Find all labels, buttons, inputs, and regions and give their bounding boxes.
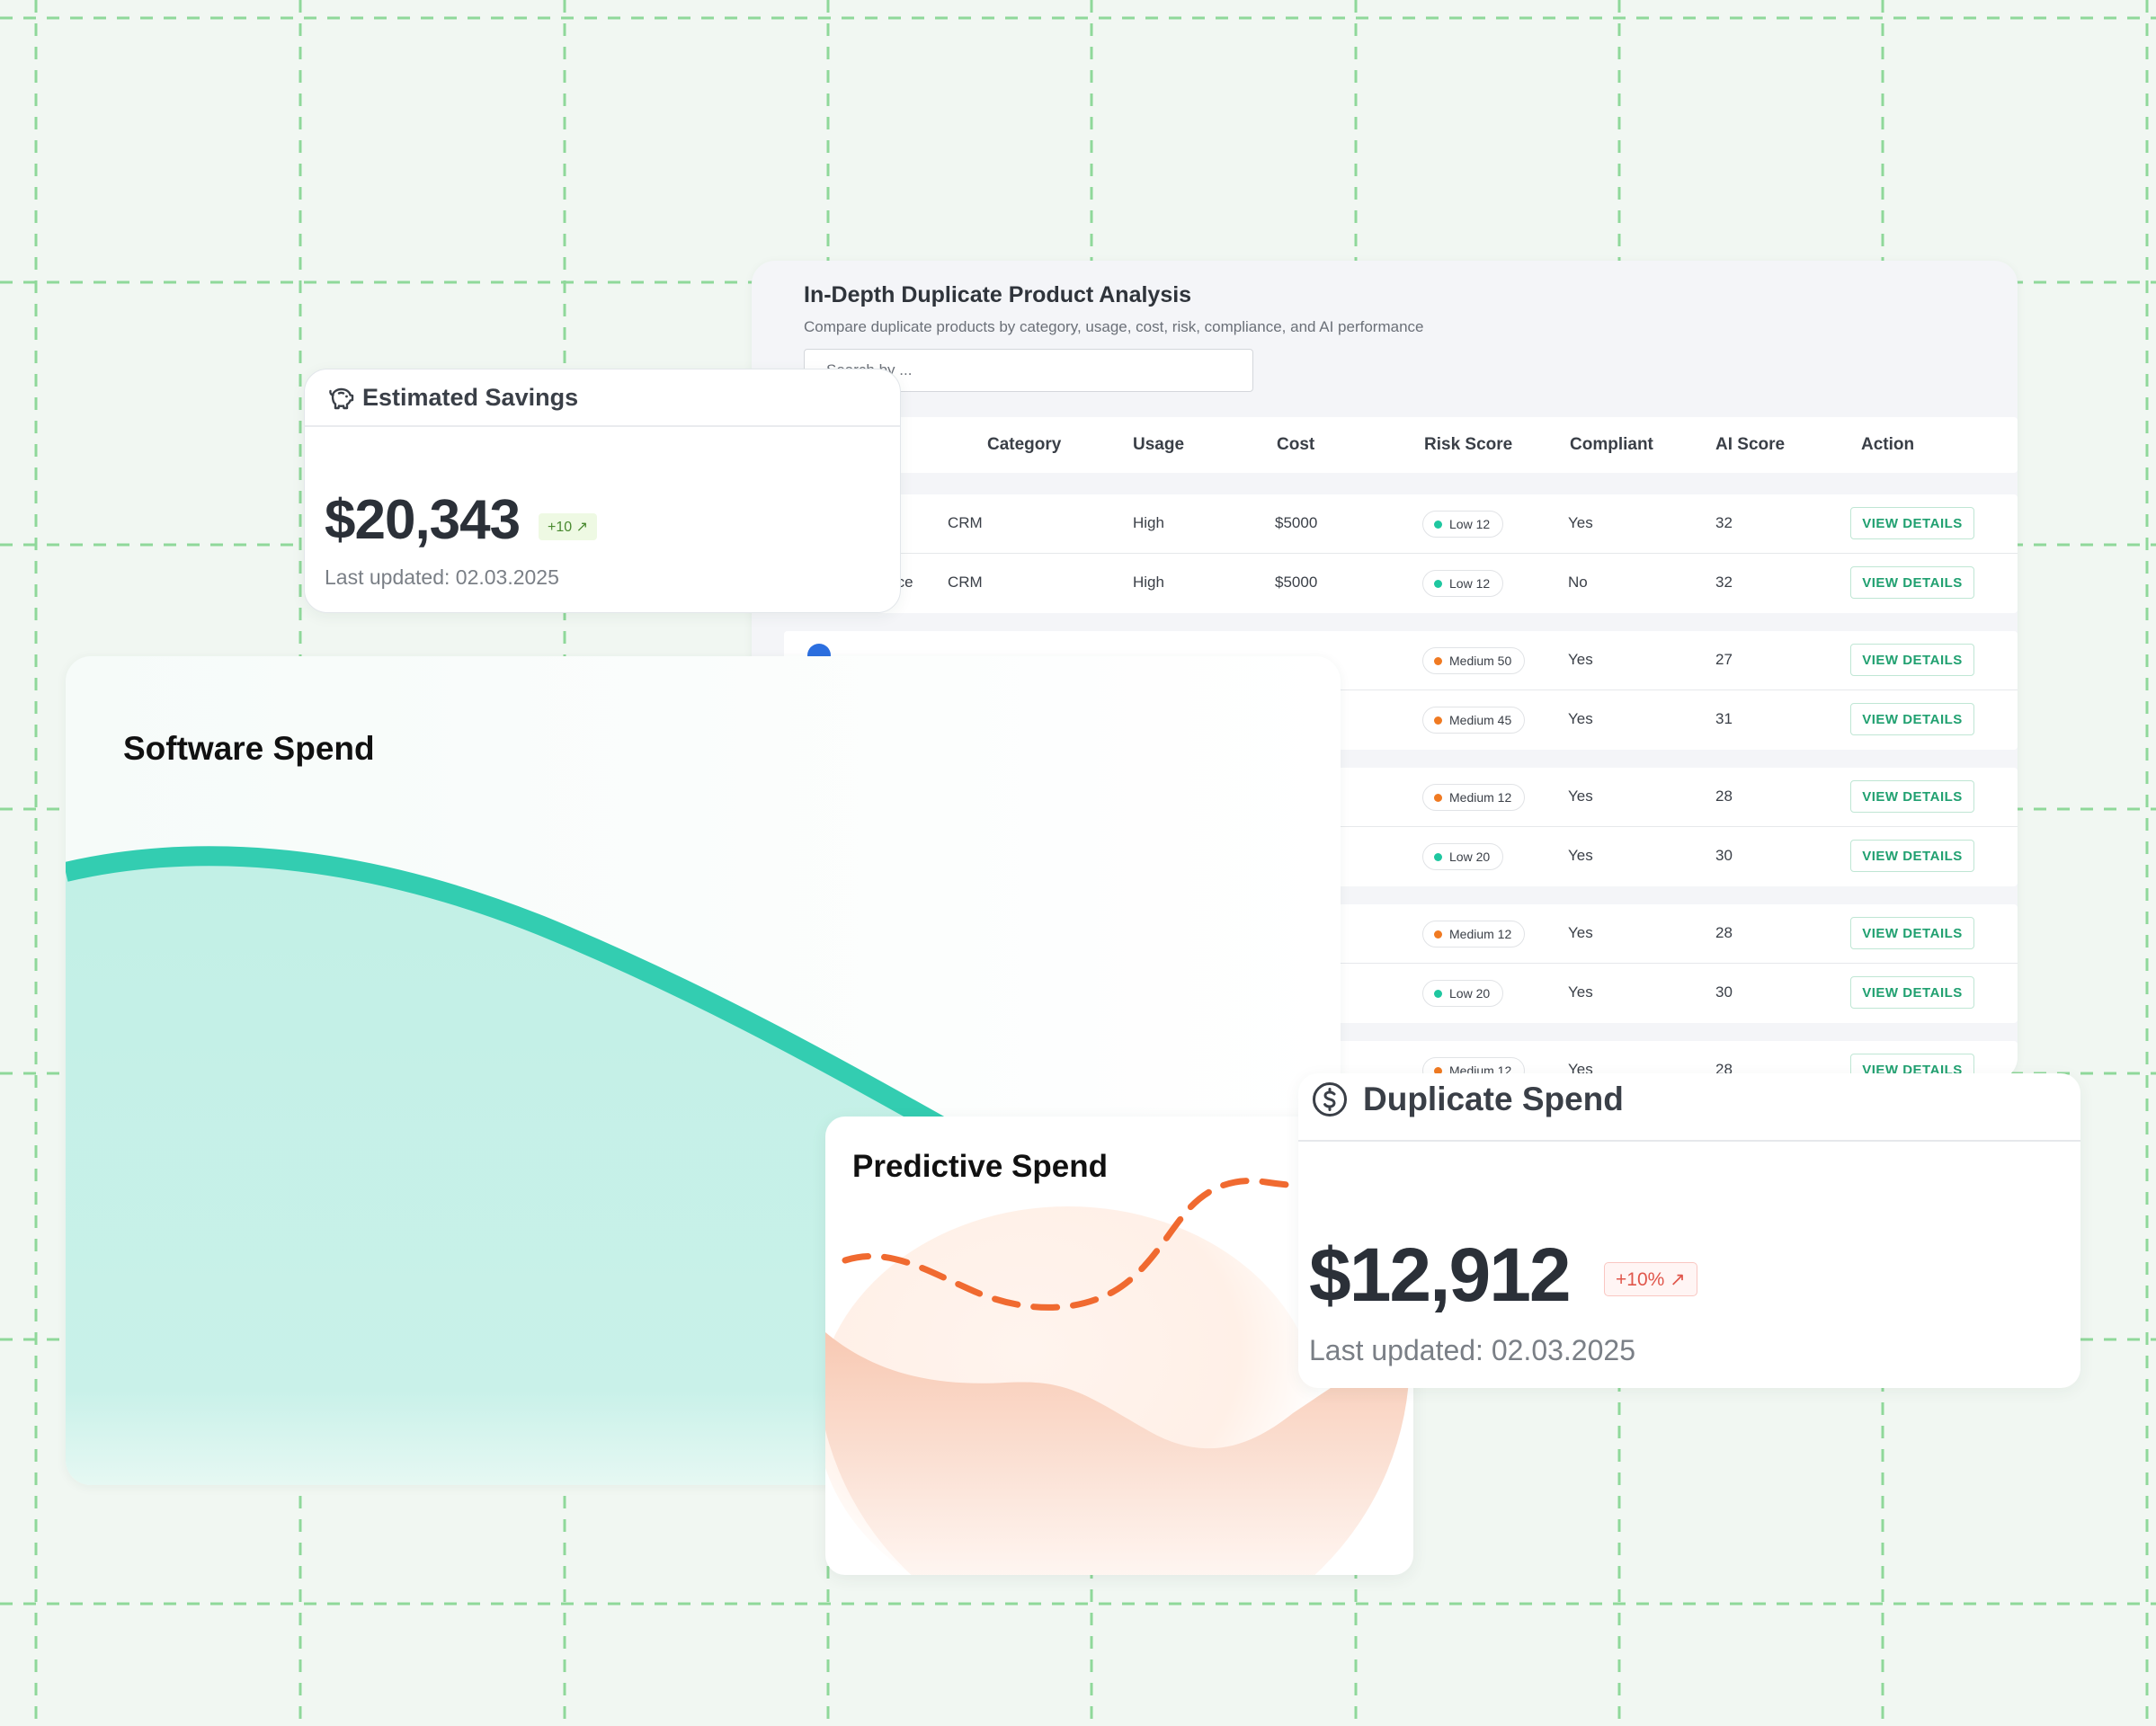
table-row: Medium 12 Yes 28 VIEW DETAILS xyxy=(784,768,2018,827)
software-spend-area xyxy=(66,856,1001,1485)
ai-score-cell: 27 xyxy=(1715,651,1733,668)
ai-score-cell: 32 xyxy=(1715,574,1733,591)
dollar-circle-icon xyxy=(1313,1082,1347,1117)
risk-score-badge: Low 12 xyxy=(1422,511,1504,538)
table-row: Medium 12 Yes 28 VIEW DETAILS xyxy=(784,904,2018,964)
view-details-button[interactable]: VIEW DETAILS xyxy=(1850,644,1974,676)
table-row: rce CRM High $5000 Low 12 No 32 VIEW DET… xyxy=(784,554,2018,613)
table-row: Medium 50 Yes 27 VIEW DETAILS xyxy=(784,631,2018,690)
column-header-compliant[interactable]: Compliant xyxy=(1570,435,1653,454)
risk-score-label: Medium 45 xyxy=(1449,713,1512,727)
estimated-savings-card: Estimated Savings $20,343 +10 ↗ Last upd… xyxy=(304,369,901,613)
compliant-cell: No xyxy=(1568,574,1588,591)
risk-medium-dot-icon xyxy=(1434,1066,1442,1075)
savings-change-badge: +10 ↗ xyxy=(539,513,597,540)
risk-score-label: Low 20 xyxy=(1449,850,1491,864)
risk-low-dot-icon xyxy=(1434,989,1442,998)
column-header-cost[interactable]: Cost xyxy=(1277,435,1315,454)
risk-medium-dot-icon xyxy=(1434,793,1442,802)
risk-medium-dot-icon xyxy=(1434,656,1442,665)
table-row: t CRM High $5000 Low 12 Yes 32 VIEW DETA… xyxy=(784,494,2018,554)
duplicate-last-updated: Last updated: 02.03.2025 xyxy=(1309,1334,1635,1366)
risk-score-label: Medium 12 xyxy=(1449,927,1512,941)
category-cell: CRM xyxy=(948,514,983,531)
predictive-spend-line xyxy=(842,1178,1314,1311)
view-details-button[interactable]: VIEW DETAILS xyxy=(1850,507,1974,539)
table-row-group: t CRM High $5000 Low 12 Yes 32 VIEW DETA… xyxy=(784,494,2018,613)
view-details-button[interactable]: VIEW DETAILS xyxy=(1850,976,1974,1009)
cost-cell: $5000 xyxy=(1275,574,1318,591)
risk-score-badge: Low 12 xyxy=(1422,570,1504,597)
risk-score-label: Low 12 xyxy=(1449,576,1491,591)
risk-low-dot-icon xyxy=(1434,579,1442,588)
ai-score-cell: 28 xyxy=(1715,924,1733,941)
risk-score-label: Low 20 xyxy=(1449,986,1491,1001)
savings-card-title: Estimated Savings xyxy=(362,384,579,411)
risk-medium-dot-icon xyxy=(1434,716,1442,725)
predictive-spend-area xyxy=(825,1332,1410,1575)
column-header-ai-score[interactable]: AI Score xyxy=(1715,435,1786,454)
risk-score-label: Medium 12 xyxy=(1449,790,1512,805)
ai-score-cell: 28 xyxy=(1715,787,1733,805)
compliant-cell: Yes xyxy=(1568,983,1593,1001)
duplicate-card-title: Duplicate Spend xyxy=(1363,1081,1624,1117)
risk-medium-dot-icon xyxy=(1434,930,1442,939)
column-header-category[interactable]: Category xyxy=(987,435,1062,454)
column-header-action: Action xyxy=(1861,435,1915,454)
compliant-cell: Yes xyxy=(1568,514,1593,531)
duplicate-change-badge: +10% ↗ xyxy=(1604,1262,1697,1296)
ai-score-cell: 30 xyxy=(1715,847,1733,864)
predictive-spend-chart xyxy=(825,1178,1410,1575)
duplicate-amount: $12,912 xyxy=(1309,1232,1572,1317)
risk-low-dot-icon xyxy=(1434,520,1442,529)
table-header: Category Usage Cost Risk Score Compliant… xyxy=(784,417,2018,473)
savings-card-header: Estimated Savings xyxy=(305,369,900,427)
view-details-button[interactable]: VIEW DETAILS xyxy=(1850,566,1974,599)
compliant-cell: Yes xyxy=(1568,847,1593,864)
compliant-cell: Yes xyxy=(1568,710,1593,727)
risk-score-badge: Medium 50 xyxy=(1422,647,1526,674)
risk-score-badge: Medium 12 xyxy=(1422,784,1526,811)
compliant-cell: Yes xyxy=(1568,924,1593,941)
table-row: Low 20 Yes 30 VIEW DETAILS xyxy=(784,964,2018,1023)
analysis-title: In-Depth Duplicate Product Analysis xyxy=(804,282,1192,307)
predictive-spend-card: Predictive Spend xyxy=(825,1117,1413,1575)
view-details-button[interactable]: VIEW DETAILS xyxy=(1850,840,1974,872)
piggy-bank-icon xyxy=(329,387,354,410)
compliant-cell: Yes xyxy=(1568,651,1593,668)
view-details-button[interactable]: VIEW DETAILS xyxy=(1850,917,1974,949)
ai-score-cell: 30 xyxy=(1715,983,1733,1001)
risk-score-badge: Low 20 xyxy=(1422,980,1504,1007)
risk-score-badge: Medium 45 xyxy=(1422,707,1526,734)
compliant-cell: Yes xyxy=(1568,787,1593,805)
predictive-spend-title: Predictive Spend xyxy=(852,1149,1108,1184)
software-spend-line xyxy=(66,846,1006,1169)
risk-score-label: Low 12 xyxy=(1449,517,1491,531)
ai-score-cell: 31 xyxy=(1715,710,1733,727)
column-header-risk-score[interactable]: Risk Score xyxy=(1424,435,1513,454)
category-cell: CRM xyxy=(948,574,983,591)
table-row: Low 20 Yes 30 VIEW DETAILS xyxy=(784,827,2018,886)
view-details-button[interactable]: VIEW DETAILS xyxy=(1850,703,1974,735)
risk-score-badge: Medium 12 xyxy=(1422,921,1526,948)
column-header-usage[interactable]: Usage xyxy=(1133,435,1185,454)
risk-score-label: Medium 50 xyxy=(1449,654,1512,668)
usage-cell: High xyxy=(1133,574,1164,591)
savings-last-updated: Last updated: 02.03.2025 xyxy=(325,565,559,589)
savings-amount: $20,343 xyxy=(325,489,521,551)
ai-score-cell: 32 xyxy=(1715,514,1733,531)
risk-low-dot-icon xyxy=(1434,852,1442,861)
view-details-button[interactable]: VIEW DETAILS xyxy=(1850,780,1974,813)
analysis-subtitle: Compare duplicate products by category, … xyxy=(804,318,1424,335)
cost-cell: $5000 xyxy=(1275,514,1318,531)
software-spend-chart xyxy=(66,846,1006,1485)
table-row: Medium 45 Yes 31 VIEW DETAILS xyxy=(784,690,2018,750)
duplicate-spend-card: Duplicate Spend $12,912 +10% ↗ Last upda… xyxy=(1298,1073,2080,1388)
usage-cell: High xyxy=(1133,514,1164,531)
duplicate-card-header: Duplicate Spend xyxy=(1298,1073,2080,1142)
software-spend-title: Software Spend xyxy=(123,730,375,767)
risk-score-badge: Low 20 xyxy=(1422,843,1504,870)
